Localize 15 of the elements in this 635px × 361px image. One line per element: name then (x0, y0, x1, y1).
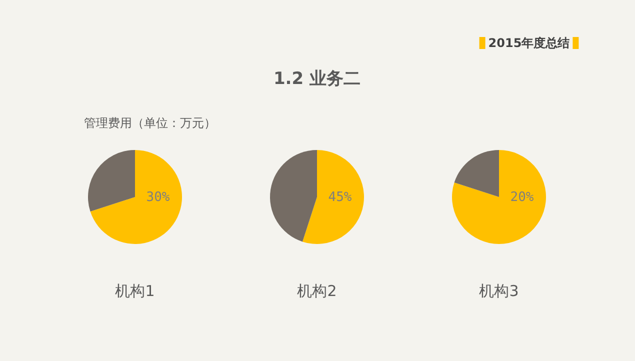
pie-slice (452, 150, 546, 244)
text: 30% (146, 190, 170, 205)
chart-title: 1.2 业务二 (273, 69, 361, 89)
pie-slice (88, 150, 135, 212)
pie-slice (270, 150, 317, 242)
text: 2015年度总结 (488, 36, 570, 50)
text: 机构3 (479, 282, 519, 300)
chart-subtitle: 管理费用（单位：万元） (84, 116, 216, 130)
text: 45% (328, 190, 352, 205)
pie-slice (90, 150, 182, 244)
text: 机构1 (115, 282, 155, 300)
pie-slice (454, 150, 499, 197)
text: 机构2 (297, 282, 337, 300)
text: 20% (510, 190, 534, 205)
pie-slice (302, 150, 364, 244)
